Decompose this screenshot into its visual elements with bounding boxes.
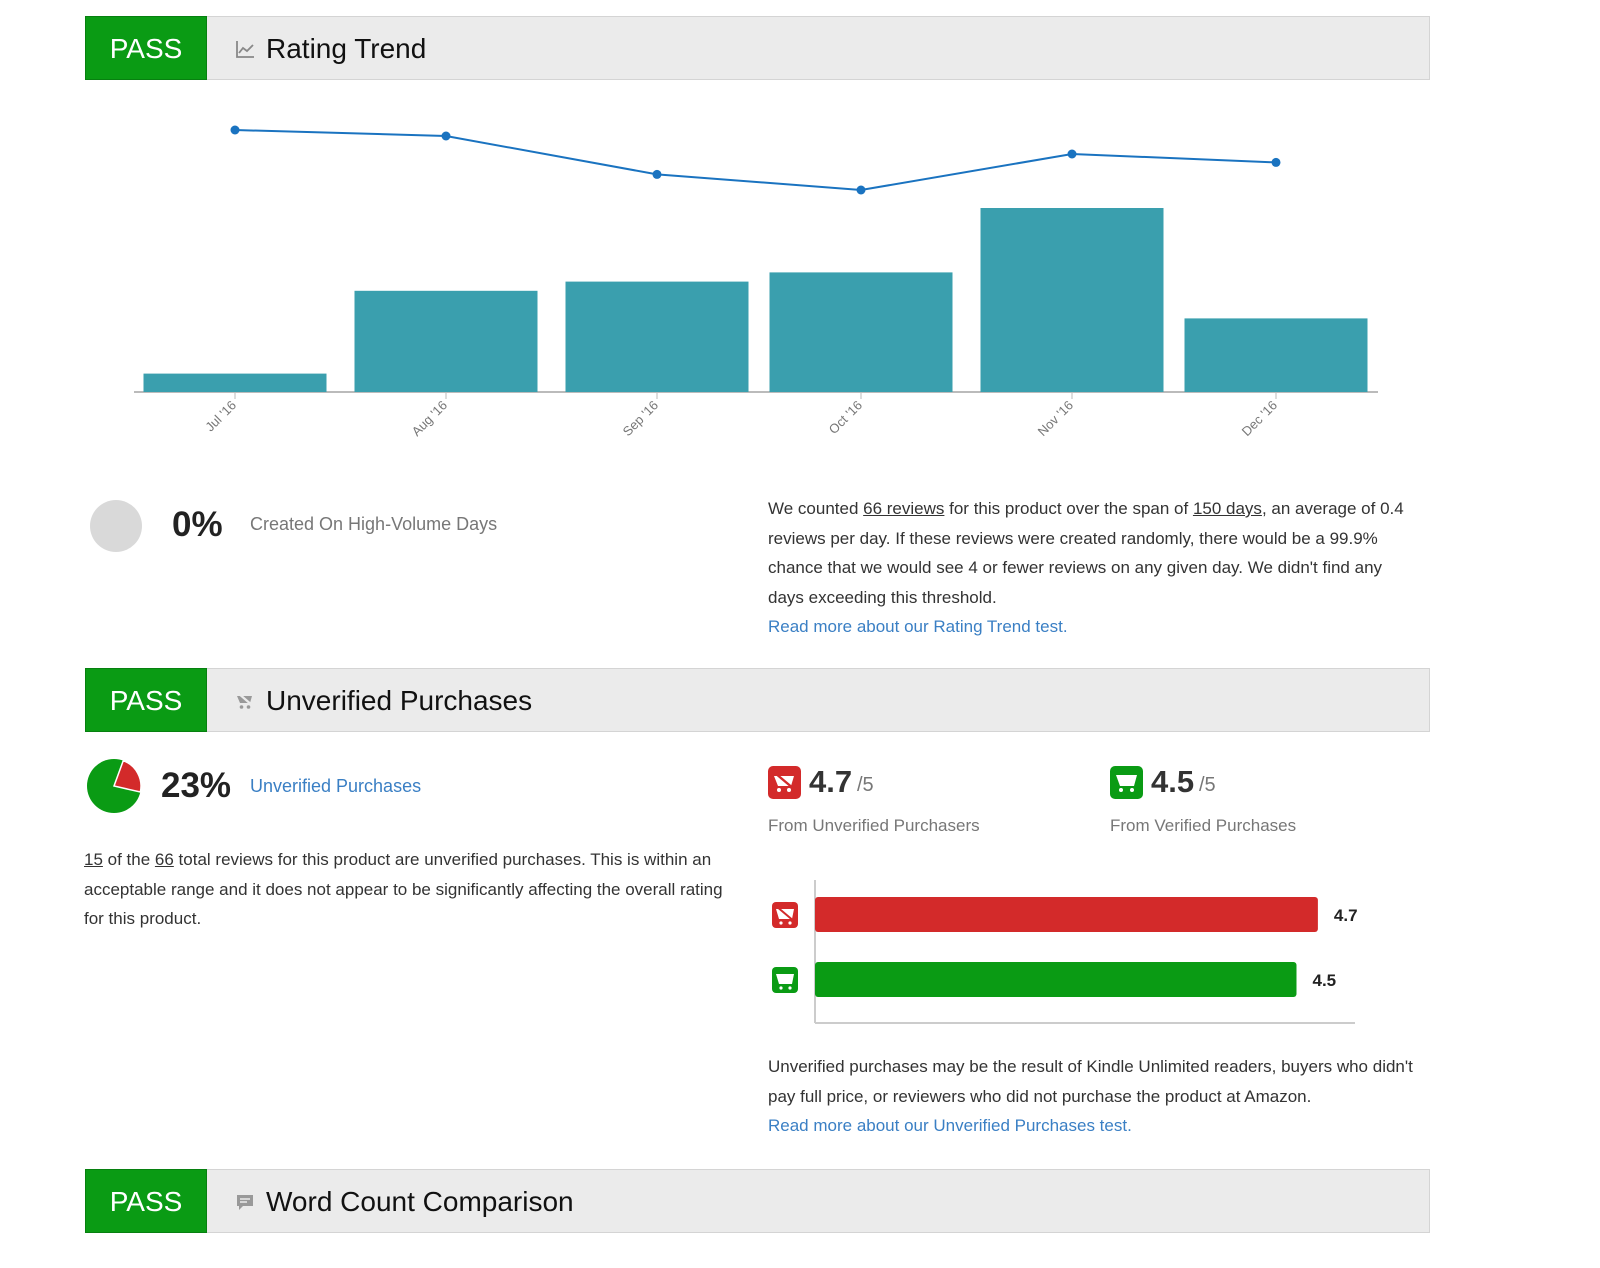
x-tick-label: Sep '16 (620, 398, 661, 439)
unverified-caption: From Unverified Purchasers (768, 816, 980, 835)
rating-point (441, 131, 451, 141)
unverified-slice (113, 759, 142, 793)
rating-bar (815, 897, 1318, 932)
unverified-rating: 4.7 (809, 764, 853, 799)
pass-badge: PASS (85, 16, 207, 80)
unverified-rating-scale: /5 (857, 774, 874, 796)
verified-cart-icon (1110, 766, 1143, 799)
rating-bar (815, 962, 1297, 997)
cart-cancel-icon (237, 692, 254, 709)
trend-bar (980, 208, 1164, 392)
word-count-header: PASS Word Count Comparison (85, 1169, 1430, 1233)
high-volume-label: Created On High-Volume Days (250, 514, 498, 534)
trend-bar (354, 290, 538, 392)
rating-comparison-chart: 4.7 4.5 (772, 880, 1358, 1024)
rating-point (652, 169, 662, 179)
rating-trend-header: PASS Rating Trend (85, 16, 1430, 80)
unverified-description: 15 of the 66 total reviews for this prod… (84, 850, 723, 928)
x-tick-label: Nov '16 (1035, 398, 1076, 439)
rating-trend-read-more-link[interactable]: Read more about our Rating Trend test. (768, 617, 1068, 636)
rating-point (230, 125, 240, 135)
x-tick-label: Jul '16 (202, 398, 239, 435)
pass-badge: PASS (85, 1169, 207, 1233)
verified-caption: From Verified Purchases (1110, 816, 1297, 835)
line-chart-icon (236, 41, 254, 58)
trend-bar (1184, 318, 1368, 392)
x-tick-label: Aug '16 (409, 398, 450, 439)
rating-line (234, 129, 1277, 192)
reviews-count-link[interactable]: 66 reviews (863, 499, 945, 518)
verified-bar-icon (772, 967, 798, 993)
section-title: Word Count Comparison (266, 1186, 574, 1217)
unverified-note: Unverified purchases may be the result o… (768, 1057, 1413, 1135)
rating-point (856, 185, 866, 195)
unverified-pie-chart (87, 759, 142, 813)
comment-icon (237, 1195, 253, 1210)
high-volume-percent: 0% (172, 505, 223, 544)
verified-rating: 4.5 (1151, 764, 1195, 799)
rating-trend-chart: Jul '16 Aug '16 Sep '16 Oct '16 Nov '16 Dec '… (134, 125, 1378, 439)
high-volume-indicator (90, 500, 142, 552)
section-title: Rating Trend (266, 33, 427, 64)
trend-bar (565, 281, 749, 392)
total-reviews-link[interactable]: 66 (154, 850, 174, 869)
unverified-bar-icon (772, 902, 798, 928)
rating-bar-label: 4.7 (1334, 906, 1358, 925)
days-span-link[interactable]: 150 days (1192, 499, 1262, 518)
x-tick-label: Oct '16 (826, 398, 865, 437)
rating-point (1271, 157, 1281, 167)
unverified-purchases-header: PASS Unverified Purchases (85, 668, 1430, 732)
trend-bar (769, 272, 953, 392)
verified-rating-scale: /5 (1199, 774, 1216, 796)
unverified-cart-icon (768, 766, 801, 799)
rating-bar-label: 4.5 (1313, 971, 1337, 990)
rating-trend-description: We counted 66 reviews for this product o… (768, 499, 1404, 636)
trend-bar (143, 373, 327, 392)
unverified-percent: 23% (161, 766, 232, 805)
x-tick-label: Dec '16 (1239, 398, 1280, 439)
unverified-label-link[interactable]: Unverified Purchases (250, 776, 422, 796)
rating-point (1067, 149, 1077, 159)
section-title: Unverified Purchases (266, 685, 533, 716)
unverified-read-more-link[interactable]: Read more about our Unverified Purchases… (768, 1116, 1132, 1135)
unverified-count-link[interactable]: 15 (84, 850, 103, 869)
pass-badge: PASS (85, 668, 207, 732)
